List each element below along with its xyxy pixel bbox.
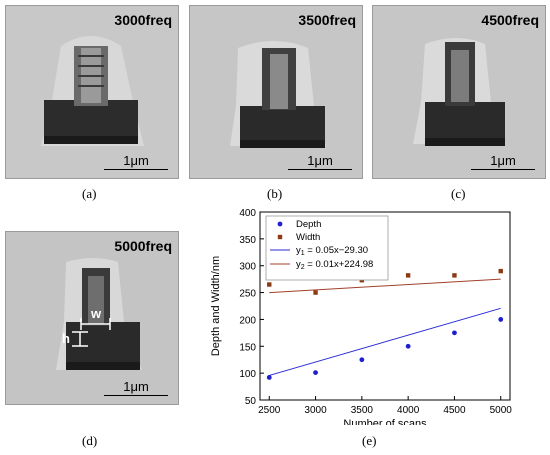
y-tick-label: 350 bbox=[239, 235, 256, 246]
point-width bbox=[498, 268, 503, 274]
y-tick-label: 150 bbox=[239, 342, 256, 353]
scale-label: 1μm bbox=[123, 153, 149, 168]
point-depth bbox=[359, 357, 365, 363]
point-depth bbox=[452, 330, 457, 336]
point-depth bbox=[266, 375, 272, 380]
trench-b bbox=[190, 6, 362, 178]
scale-label: 1μm bbox=[307, 153, 333, 168]
trench-c bbox=[373, 6, 545, 178]
point-depth bbox=[405, 343, 411, 349]
y-tick-label: 250 bbox=[239, 289, 256, 300]
scale-bar: 1μm bbox=[104, 153, 168, 170]
sem-image-d: w h 5000freq 1μm bbox=[5, 231, 179, 405]
scans-chart: 50 100 150 200 250 300 350 400 2500 3000 3500 4000 4… bbox=[210, 208, 513, 425]
caption-b: (b) bbox=[267, 186, 283, 201]
legend-box bbox=[265, 215, 389, 281]
panel-title: 5000freq bbox=[114, 238, 172, 254]
y-tick-label: 200 bbox=[239, 315, 256, 326]
point-width bbox=[452, 273, 457, 278]
panel-title: 4500freq bbox=[481, 12, 539, 28]
panel-title: 3000freq bbox=[114, 12, 172, 28]
legend-label: Width bbox=[296, 232, 320, 243]
height-label: h bbox=[62, 331, 70, 346]
trench-a bbox=[6, 6, 178, 178]
caption-a: (a) bbox=[82, 186, 97, 201]
panel-title: 3500freq bbox=[298, 12, 356, 28]
x-tick-label: 3500 bbox=[351, 405, 374, 416]
y-axis-label: Depth and Width/nm bbox=[210, 256, 222, 356]
legend-label: Depth bbox=[296, 219, 321, 230]
legend-marker bbox=[277, 221, 283, 227]
scale-label: 1μm bbox=[490, 153, 516, 168]
y-tick-label: 50 bbox=[245, 396, 257, 407]
legend-equation: y1 = 0.05x−29.30 bbox=[296, 245, 368, 257]
point-width bbox=[267, 282, 272, 287]
y-tick-label: 400 bbox=[239, 208, 256, 219]
scale-bar: 1μm bbox=[288, 153, 352, 170]
x-tick-label: 4000 bbox=[397, 405, 420, 416]
point-width bbox=[405, 273, 411, 278]
fit-line-1 bbox=[269, 307, 501, 376]
x-tick-label: 3000 bbox=[304, 405, 327, 416]
sem-image-b: 3500freq 1μm bbox=[189, 5, 363, 179]
point-width bbox=[313, 290, 318, 295]
caption-e: (e) bbox=[362, 433, 377, 448]
trench-d bbox=[6, 232, 178, 404]
legend-equation: y2 = 0.01x+224.98 bbox=[296, 259, 373, 271]
fit-line-2 bbox=[269, 278, 501, 294]
y-tick-label: 100 bbox=[239, 369, 256, 380]
sem-image-c: 4500freq 1μm bbox=[372, 5, 546, 179]
x-axis-label: Number of scans bbox=[343, 418, 427, 425]
point-depth bbox=[498, 317, 504, 322]
x-tick-label: 4500 bbox=[443, 405, 466, 416]
scale-bar: 1μm bbox=[104, 379, 168, 396]
scale-bar: 1μm bbox=[471, 153, 535, 170]
x-tick-label: 2500 bbox=[258, 405, 281, 416]
x-tick-label: 5000 bbox=[490, 405, 513, 416]
width-label: w bbox=[91, 306, 102, 321]
scale-label: 1μm bbox=[123, 379, 149, 394]
sem-image-a: 3000freq 1μm bbox=[5, 5, 179, 179]
caption-d: (d) bbox=[82, 433, 98, 448]
caption-c: (c) bbox=[451, 186, 466, 201]
y-tick-label: 300 bbox=[239, 262, 256, 273]
legend-marker bbox=[277, 234, 283, 240]
point-depth bbox=[313, 370, 318, 376]
